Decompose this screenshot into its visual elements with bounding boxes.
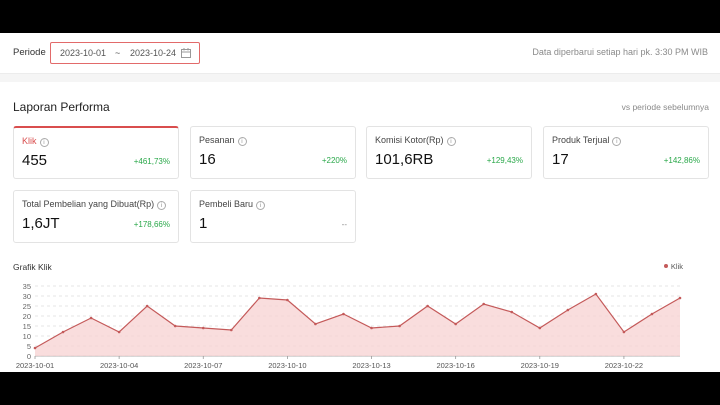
data-point [454, 322, 457, 326]
metric-value: 17 [552, 151, 569, 168]
chart-title: Grafik Klik [13, 262, 52, 272]
info-icon[interactable]: i [39, 138, 49, 147]
date-range-picker[interactable]: 2023-10-01 ~ 2023-10-24 [50, 42, 200, 64]
y-tick-label: 0 [27, 352, 31, 361]
info-icon[interactable]: i [256, 201, 266, 210]
x-tick-label: 2023-10-13 [352, 361, 390, 370]
report-title: Laporan Performa [13, 100, 110, 114]
app-frame: Periode 2023-10-01 ~ 2023-10-24 Data dip… [0, 33, 720, 372]
x-tick-label: 2023-10-22 [605, 361, 643, 370]
y-tick-label: 20 [23, 312, 31, 321]
metric-value: 16 [199, 151, 216, 168]
metric-change: +178,66% [133, 220, 170, 229]
data-point [286, 298, 289, 302]
metric-label: Total Pembelian yang Dibuat(Rp) [22, 199, 155, 209]
update-info: Data diperbarui setiap hari pk. 3:30 PM … [532, 47, 708, 57]
data-point [33, 346, 37, 350]
data-point [342, 312, 345, 316]
info-icon[interactable]: i [157, 201, 167, 210]
x-tick-label: 2023-10-07 [184, 361, 222, 370]
metric-card-orders[interactable]: Pesanan i 16 +220% [190, 126, 356, 179]
data-point [370, 326, 373, 330]
data-point [622, 330, 626, 334]
info-icon[interactable]: i [237, 137, 247, 146]
metric-label: Pembeli Baru [199, 199, 254, 209]
legend-dot [663, 264, 668, 268]
metric-value: 101,6RB [375, 151, 434, 168]
data-point [678, 296, 682, 300]
data-point [89, 316, 93, 320]
x-tick-label: 2023-10-10 [268, 361, 306, 370]
data-point [426, 304, 429, 308]
x-tick-label: 2023-10-04 [100, 361, 138, 370]
metric-card-products-sold[interactable]: Produk Terjual i 17 +142,86% [543, 126, 709, 179]
info-icon[interactable]: i [446, 137, 456, 146]
data-point [117, 330, 121, 334]
data-point [510, 310, 514, 314]
date-end[interactable]: 2023-10-24 [130, 48, 177, 58]
metric-change: -- [341, 220, 347, 229]
data-point [398, 324, 401, 328]
metric-label: Produk Terjual [552, 135, 610, 145]
series-line [34, 293, 681, 349]
period-label: Periode [13, 47, 46, 58]
date-start[interactable]: 2023-10-01 [60, 48, 107, 58]
y-tick-label: 30 [23, 292, 31, 301]
x-tick-label: 2023-10-19 [521, 361, 559, 370]
data-point [201, 326, 205, 330]
calendar-icon[interactable] [181, 48, 191, 58]
metric-change: +220% [321, 156, 347, 165]
metric-card-new-buyers[interactable]: Pembeli Baru i 1 -- [190, 190, 356, 243]
info-icon[interactable]: i [612, 137, 622, 146]
data-point [566, 308, 570, 312]
y-tick-label: 10 [23, 332, 31, 341]
x-tick-label: 2023-10-16 [436, 361, 474, 370]
data-point [145, 304, 149, 308]
data-point [482, 302, 485, 306]
metric-value: 1 [199, 215, 208, 232]
data-point [230, 328, 233, 332]
metric-label: Komisi Kotor(Rp) [375, 135, 444, 145]
series-area [35, 294, 680, 356]
metric-value: 1,6JT [22, 215, 60, 232]
metric-change: +142,86% [663, 156, 700, 165]
metric-change: +129,43% [486, 156, 523, 165]
performance-panel: Laporan Performa vs periode sebelumnya K… [0, 82, 720, 372]
y-tick-label: 5 [27, 342, 31, 351]
data-point [594, 292, 598, 296]
data-point [650, 312, 654, 316]
data-point [314, 322, 317, 326]
legend-label: Klik [670, 262, 683, 271]
metric-label: Klik [22, 136, 37, 146]
metric-card-commission[interactable]: Komisi Kotor(Rp) i 101,6RB +129,43% [366, 126, 532, 179]
y-tick-label: 25 [23, 302, 31, 311]
y-tick-label: 15 [23, 322, 31, 331]
metric-card-total-purchases[interactable]: Total Pembelian yang Dibuat(Rp) i 1,6JT +… [13, 190, 179, 243]
top-bar: Periode 2023-10-01 ~ 2023-10-24 Data dip… [0, 33, 720, 74]
metric-card-clicks[interactable]: Klik i 455 +461,73% [13, 126, 179, 179]
data-point [538, 326, 542, 330]
data-point [61, 330, 65, 334]
data-point [173, 324, 177, 328]
metric-value: 455 [22, 152, 48, 169]
x-tick-label: 2023-10-01 [16, 361, 54, 370]
metric-change: +461,73% [133, 157, 170, 166]
data-point [258, 296, 261, 300]
metric-label: Pesanan [199, 135, 235, 145]
y-tick-label: 35 [23, 282, 31, 291]
chart-legend[interactable]: Klik [663, 262, 683, 271]
date-separator: ~ [115, 48, 121, 58]
compare-label: vs periode sebelumnya [621, 102, 709, 112]
